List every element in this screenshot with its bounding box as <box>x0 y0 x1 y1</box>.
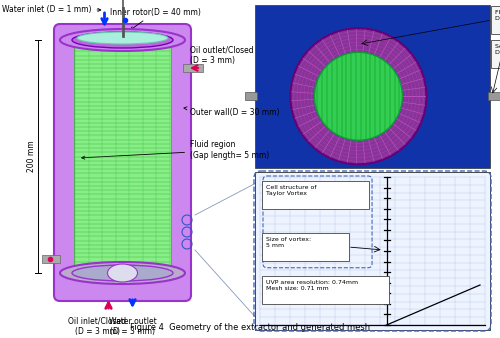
Text: Inner rotor(D = 40 mm): Inner rotor(D = 40 mm) <box>110 7 201 30</box>
Bar <box>42 255 60 263</box>
Text: Size of vortex:
5 mm: Size of vortex: 5 mm <box>266 237 311 248</box>
Bar <box>255 5 490 168</box>
FancyBboxPatch shape <box>491 6 500 34</box>
Text: UVP area resolution: 0.74mm
Mesh size: 0.71 mm: UVP area resolution: 0.74mm Mesh size: 0… <box>266 280 358 291</box>
Text: 200 mm: 200 mm <box>28 141 36 172</box>
Bar <box>255 172 490 330</box>
Ellipse shape <box>77 32 168 44</box>
Text: Figure 4  Geometry of the extractor and generated mesh: Figure 4 Geometry of the extractor and g… <box>130 323 370 332</box>
FancyBboxPatch shape <box>54 24 191 301</box>
Text: Water inlet (D = 1 mm): Water inlet (D = 1 mm) <box>2 5 101 14</box>
Ellipse shape <box>60 262 185 284</box>
Text: Settling Part(20mm)
Divided into 28 (0.71 mm): Settling Part(20mm) Divided into 28 (0.7… <box>495 44 500 55</box>
Bar <box>74 40 171 273</box>
Bar <box>488 92 500 100</box>
Text: Oil inlet/Closed
(D = 3 mm): Oil inlet/Closed (D = 3 mm) <box>68 317 126 336</box>
Circle shape <box>290 28 426 164</box>
Ellipse shape <box>72 265 173 281</box>
Text: Oil outlet/Closed
(D = 3 mm): Oil outlet/Closed (D = 3 mm) <box>190 45 254 68</box>
Bar <box>245 92 257 100</box>
Wedge shape <box>314 51 404 141</box>
Text: Fluid region
(Gap length= 5 mm): Fluid region (Gap length= 5 mm) <box>82 140 269 160</box>
FancyBboxPatch shape <box>491 40 500 68</box>
Circle shape <box>314 52 402 140</box>
FancyBboxPatch shape <box>262 233 349 261</box>
Text: Cell structure of
Taylor Vortex: Cell structure of Taylor Vortex <box>266 185 316 196</box>
Ellipse shape <box>72 32 173 48</box>
Bar <box>183 64 203 72</box>
FancyBboxPatch shape <box>262 276 389 304</box>
Text: Water outlet
(D = 3 mm): Water outlet (D = 3 mm) <box>108 317 156 336</box>
Text: Fluid Region(5 mm)
Divided into 15 (0.3 mm): Fluid Region(5 mm) Divided into 15 (0.3 … <box>495 10 500 21</box>
Ellipse shape <box>108 264 138 282</box>
FancyBboxPatch shape <box>262 181 369 209</box>
Ellipse shape <box>60 29 185 51</box>
Text: Outer wall(D = 30 mm): Outer wall(D = 30 mm) <box>184 107 280 117</box>
